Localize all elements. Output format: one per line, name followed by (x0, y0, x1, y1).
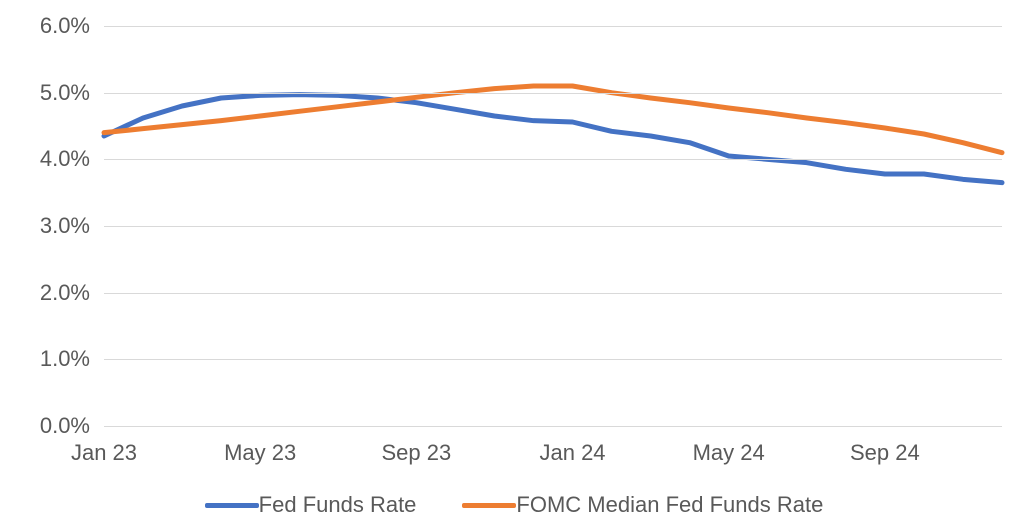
gridline (104, 159, 1002, 160)
legend-label: Fed Funds Rate (259, 492, 417, 518)
plot-area: 0.0%1.0%2.0%3.0%4.0%5.0%6.0%Jan 23May 23… (104, 26, 1002, 426)
x-tick-label: May 24 (693, 426, 765, 466)
gridline (104, 26, 1002, 27)
y-tick-label: 4.0% (40, 146, 104, 172)
gridline (104, 293, 1002, 294)
legend: Fed Funds Rate FOMC Median Fed Funds Rate (0, 492, 1028, 518)
y-tick-label: 5.0% (40, 80, 104, 106)
legend-item-fomc_median: FOMC Median Fed Funds Rate (462, 492, 823, 518)
x-tick-label: Jan 23 (71, 426, 137, 466)
fed-funds-line-chart: 0.0%1.0%2.0%3.0%4.0%5.0%6.0%Jan 23May 23… (0, 0, 1028, 531)
y-tick-label: 3.0% (40, 213, 104, 239)
legend-swatch (205, 503, 259, 508)
x-tick-label: May 23 (224, 426, 296, 466)
y-tick-label: 1.0% (40, 346, 104, 372)
series-fed_funds (104, 95, 1002, 183)
x-tick-label: Sep 23 (381, 426, 451, 466)
legend-item-fed_funds: Fed Funds Rate (205, 492, 417, 518)
x-tick-label: Jan 24 (539, 426, 605, 466)
gridline (104, 93, 1002, 94)
y-tick-label: 6.0% (40, 13, 104, 39)
gridline (104, 226, 1002, 227)
x-tick-label: Sep 24 (850, 426, 920, 466)
legend-swatch (462, 503, 516, 508)
gridline (104, 359, 1002, 360)
y-tick-label: 2.0% (40, 280, 104, 306)
legend-label: FOMC Median Fed Funds Rate (516, 492, 823, 518)
